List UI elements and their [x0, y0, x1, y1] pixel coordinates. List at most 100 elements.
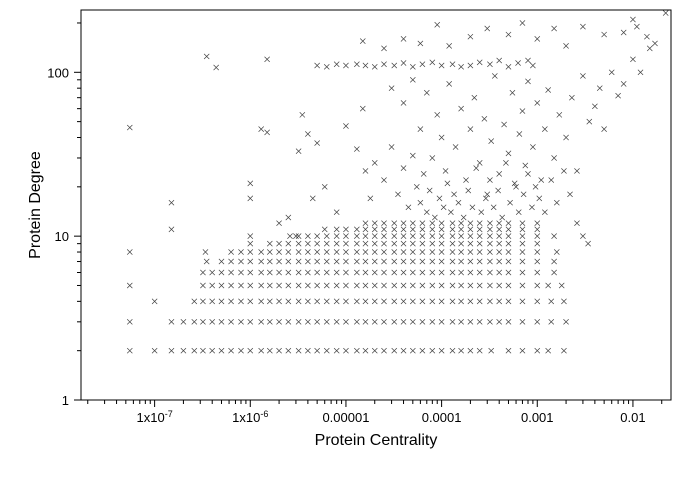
- data-point: [287, 233, 293, 239]
- data-point: [353, 269, 360, 276]
- data-point: [258, 318, 265, 325]
- data-point: [545, 282, 552, 289]
- data-point: [400, 100, 407, 106]
- data-point: [505, 63, 512, 70]
- data-point: [202, 249, 209, 255]
- data-point: [551, 233, 557, 239]
- data-point: [476, 160, 483, 166]
- data-point: [426, 187, 433, 194]
- data-point: [448, 209, 454, 216]
- data-point: [476, 318, 483, 325]
- data-point: [126, 318, 133, 325]
- data-point: [323, 240, 330, 247]
- data-point: [507, 199, 513, 206]
- data-point: [247, 195, 254, 202]
- data-point: [400, 36, 407, 42]
- data-point: [391, 233, 398, 239]
- data-point: [505, 269, 512, 276]
- data-point: [487, 249, 493, 255]
- data-point: [228, 249, 234, 255]
- data-point: [458, 318, 464, 325]
- data-point: [467, 298, 474, 305]
- data-point: [367, 195, 374, 202]
- data-point: [391, 249, 398, 255]
- data-point: [548, 177, 555, 183]
- data-point: [601, 126, 607, 132]
- data-point: [438, 240, 445, 247]
- data-point: [276, 220, 282, 227]
- data-point: [323, 258, 330, 265]
- data-point: [371, 258, 378, 265]
- data-point: [343, 240, 349, 247]
- data-point: [458, 220, 464, 227]
- data-point: [561, 347, 567, 354]
- data-point: [419, 233, 426, 239]
- data-point: [496, 318, 503, 325]
- data-point: [362, 318, 369, 325]
- data-point: [409, 258, 416, 265]
- data-point: [487, 258, 493, 265]
- data-point: [417, 126, 424, 132]
- data-point: [449, 298, 456, 305]
- data-point: [496, 258, 503, 265]
- data-point: [409, 298, 416, 305]
- data-point: [333, 61, 340, 68]
- data-point: [534, 298, 541, 305]
- data-point: [151, 347, 158, 354]
- data-point: [321, 183, 328, 190]
- data-point: [409, 347, 416, 354]
- data-point: [476, 226, 483, 233]
- data-point: [168, 318, 175, 325]
- data-point: [400, 220, 407, 227]
- data-point: [353, 233, 360, 239]
- data-point: [314, 347, 320, 354]
- data-point: [362, 269, 369, 276]
- data-point: [391, 347, 398, 354]
- data-point: [534, 269, 541, 276]
- data-point: [476, 269, 483, 276]
- data-point: [228, 258, 234, 265]
- data-point: [519, 240, 526, 247]
- data-point: [266, 282, 273, 289]
- data-point: [487, 318, 493, 325]
- data-point: [314, 62, 320, 69]
- data-point: [409, 233, 416, 239]
- data-point: [409, 226, 416, 233]
- data-point: [333, 249, 340, 255]
- data-point: [484, 25, 491, 32]
- data-point: [247, 249, 254, 255]
- data-point: [371, 226, 378, 233]
- data-point: [400, 318, 407, 325]
- data-point: [419, 249, 426, 255]
- data-point: [314, 258, 320, 265]
- data-point: [561, 298, 567, 305]
- data-point: [505, 347, 512, 354]
- data-point: [519, 220, 526, 227]
- data-point: [400, 298, 407, 305]
- data-point: [314, 140, 320, 146]
- data-point: [580, 233, 586, 239]
- data-point: [247, 347, 254, 354]
- data-point: [391, 220, 398, 227]
- data-point: [449, 233, 456, 239]
- data-point: [496, 282, 503, 289]
- data-point: [534, 36, 541, 42]
- data-point: [505, 240, 512, 247]
- data-point: [442, 168, 449, 174]
- data-point: [438, 226, 445, 233]
- data-point: [266, 249, 273, 255]
- data-point: [381, 298, 387, 305]
- data-point: [644, 33, 650, 40]
- data-point: [496, 220, 503, 227]
- data-point: [295, 347, 302, 354]
- data-point: [238, 282, 244, 289]
- data-point: [608, 69, 615, 76]
- data-point: [314, 318, 320, 325]
- data-point: [482, 195, 489, 202]
- data-point: [541, 209, 548, 216]
- data-point: [529, 204, 535, 211]
- data-point: [353, 61, 360, 68]
- data-point: [333, 298, 340, 305]
- data-point: [556, 111, 563, 118]
- data-point: [285, 347, 292, 354]
